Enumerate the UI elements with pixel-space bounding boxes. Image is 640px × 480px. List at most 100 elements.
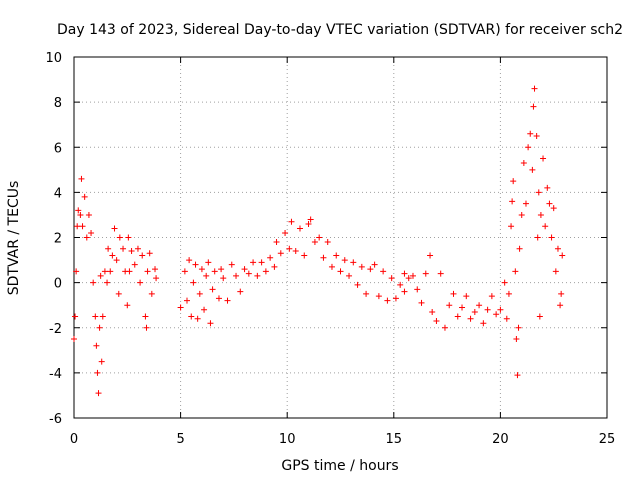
- data-point: [196, 290, 203, 297]
- data-point: [476, 302, 483, 309]
- plot-frame: [73, 56, 608, 419]
- data-point: [143, 324, 150, 331]
- data-point: [73, 268, 80, 275]
- x-tick-label: 25: [599, 432, 616, 447]
- data-point: [518, 211, 525, 218]
- data-point: [363, 290, 370, 297]
- data-point: [113, 257, 120, 264]
- data-point: [142, 313, 149, 320]
- data-point: [194, 315, 201, 322]
- data-point: [333, 252, 340, 259]
- data-point: [525, 144, 532, 151]
- data-point: [540, 155, 547, 162]
- data-point: [267, 254, 274, 261]
- data-point: [139, 252, 146, 259]
- data-point: [241, 266, 248, 273]
- data-point: [105, 245, 112, 252]
- data-point: [126, 268, 133, 275]
- data-point: [505, 290, 512, 297]
- data-point: [522, 200, 529, 207]
- data-point: [552, 268, 559, 275]
- data-point: [388, 275, 395, 282]
- y-tick-label: -2: [49, 322, 62, 337]
- data-point: [218, 266, 225, 273]
- data-point: [128, 248, 135, 255]
- data-point: [497, 306, 504, 313]
- data-point: [273, 239, 280, 246]
- data-point: [93, 342, 100, 349]
- data-point: [510, 178, 517, 185]
- data-point: [513, 336, 520, 343]
- data-point: [296, 225, 303, 232]
- x-tick-label: 5: [176, 432, 184, 447]
- data-point: [111, 225, 118, 232]
- data-point: [320, 254, 327, 261]
- data-point: [467, 315, 474, 322]
- data-point: [401, 270, 408, 277]
- data-point: [380, 268, 387, 275]
- data-point: [282, 229, 289, 236]
- data-point: [181, 268, 188, 275]
- x-tick-label: 20: [492, 432, 509, 447]
- data-point: [77, 211, 84, 218]
- data-point: [427, 252, 434, 259]
- x-tick-label: 10: [279, 432, 296, 447]
- y-axis-label: SDTVAR / TECUs: [6, 181, 22, 296]
- data-point: [471, 308, 478, 315]
- data-point: [520, 160, 527, 167]
- y-tick-label: 0: [54, 277, 62, 292]
- data-point: [422, 270, 429, 277]
- data-point: [96, 324, 103, 331]
- y-tick-label: -6: [49, 412, 62, 427]
- data-point: [288, 218, 295, 225]
- data-point: [418, 299, 425, 306]
- data-point: [328, 263, 335, 270]
- data-point: [501, 279, 508, 286]
- data-point: [107, 268, 114, 275]
- data-point: [535, 189, 542, 196]
- data-point: [250, 259, 257, 266]
- data-point: [341, 257, 348, 264]
- y-tick-label: 6: [54, 141, 62, 156]
- data-point: [148, 290, 155, 297]
- data-point: [536, 313, 543, 320]
- data-point: [211, 268, 218, 275]
- data-point: [116, 234, 123, 241]
- data-point: [527, 130, 534, 137]
- data-point: [559, 252, 566, 259]
- data-point: [131, 261, 138, 268]
- data-point: [516, 245, 523, 252]
- data-point: [92, 313, 99, 320]
- data-point: [120, 245, 127, 252]
- data-point: [220, 275, 227, 282]
- data-point: [183, 297, 190, 304]
- data-point: [508, 223, 515, 230]
- data-point: [97, 272, 104, 279]
- data-point: [515, 324, 522, 331]
- data-point: [262, 268, 269, 275]
- data-point: [72, 313, 79, 320]
- data-point: [531, 85, 538, 92]
- data-point: [305, 220, 312, 227]
- data-point: [354, 281, 361, 288]
- data-point: [542, 223, 549, 230]
- data-point: [544, 184, 551, 191]
- tick-labels: 0 5 10 15 20 25 -6 -4 -2 0 2 4 6 8 10: [45, 51, 615, 447]
- data-point: [74, 223, 81, 230]
- data-point: [137, 279, 144, 286]
- data-point: [192, 261, 199, 268]
- data-point: [514, 372, 521, 379]
- data-point: [441, 324, 448, 331]
- data-point: [371, 261, 378, 268]
- data-point: [463, 293, 470, 300]
- data-point: [115, 290, 122, 297]
- data-point: [384, 297, 391, 304]
- data-point: [446, 302, 453, 309]
- data-point: [233, 272, 240, 279]
- data-point: [337, 268, 344, 275]
- data-point: [307, 216, 314, 223]
- data-marks: [71, 85, 566, 397]
- data-point: [109, 252, 116, 259]
- data-point: [207, 320, 214, 327]
